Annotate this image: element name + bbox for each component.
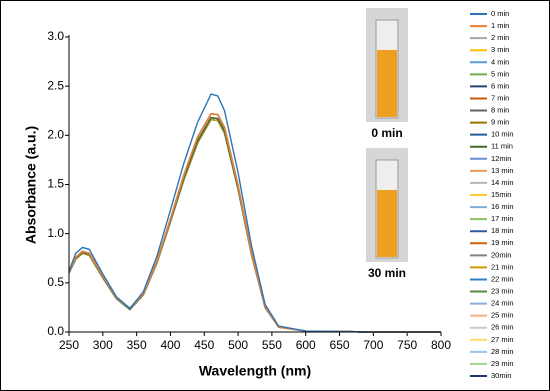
legend-label: 2 min: [491, 33, 509, 42]
legend-label: 17 min: [491, 214, 514, 223]
legend-label: 3 min: [491, 45, 509, 54]
legend-label: 25 min: [491, 311, 514, 320]
legend-label: 19 min: [491, 238, 514, 247]
legend-label: 21 min: [491, 262, 514, 271]
legend-label: 6 min: [491, 81, 509, 90]
y-tick-label: 1.5: [47, 177, 64, 191]
y-tick-label: 2.5: [47, 78, 64, 92]
legend-label: 20min: [491, 250, 511, 259]
x-axis-label: Wavelength (nm): [199, 363, 311, 379]
photo-label: 0 min: [371, 126, 402, 140]
legend-label: 22 min: [491, 274, 514, 283]
cuvette-photo-0: [366, 8, 408, 122]
x-tick-label: 500: [228, 338, 248, 352]
legend-label: 14 min: [491, 178, 514, 187]
x-tick-label: 650: [330, 338, 350, 352]
legend-label: 1 min: [491, 21, 509, 30]
x-tick-label: 600: [296, 338, 316, 352]
legend-label: 0 min: [491, 9, 509, 18]
legend-label: 9 min: [491, 118, 509, 127]
legend-label: 4 min: [491, 57, 509, 66]
legend-label: 8 min: [491, 106, 509, 115]
legend-label: 15min: [491, 190, 511, 199]
y-tick-label: 3.0: [47, 29, 64, 43]
legend-label: 28 min: [491, 347, 514, 356]
x-tick-label: 300: [93, 338, 113, 352]
x-tick-label: 750: [397, 338, 417, 352]
y-axis-label: Absorbance (a.u.): [23, 126, 39, 244]
legend-label: 24 min: [491, 299, 514, 308]
legend: 0 min 1 min 2 min 3 min 4 min 5 min 6 min 7 min…: [470, 9, 514, 380]
legend-label: 7 min: [491, 93, 509, 102]
legend-label: 27 min: [491, 335, 514, 344]
series-line: [68, 93, 441, 333]
legend-label: 11 min: [491, 142, 513, 151]
x-tick-label: 550: [262, 338, 282, 352]
legend-label: 5 min: [491, 69, 509, 78]
liquid: [377, 50, 397, 117]
legend-label: 26 min: [491, 323, 514, 332]
photo-label: 30 min: [368, 266, 406, 280]
legend-label: 16 min: [491, 202, 514, 211]
legend-label: 13 min: [491, 166, 514, 175]
legend-label: 29 min: [491, 359, 514, 368]
legend-label: 10 min: [491, 130, 514, 139]
liquid: [377, 190, 397, 257]
legend-label: 30min: [491, 371, 511, 380]
cuvette-photo-30: [366, 148, 408, 262]
x-tick-label: 700: [363, 338, 383, 352]
legend-label: 23 min: [491, 287, 514, 296]
series-line: [68, 112, 441, 333]
legend-label: 18 min: [491, 226, 514, 235]
y-tick-label: 1.0: [47, 226, 64, 240]
x-tick-label: 800: [431, 338, 451, 352]
y-tick-label: 0.5: [47, 275, 64, 289]
x-tick-label: 400: [160, 338, 180, 352]
y-tick-label: 0.0: [47, 324, 64, 338]
x-tick-label: 350: [127, 338, 147, 352]
y-tick-label: 2.0: [47, 128, 64, 142]
legend-label: 12min: [491, 154, 511, 163]
x-tick-label: 450: [194, 338, 214, 352]
x-tick-label: 250: [59, 338, 79, 352]
